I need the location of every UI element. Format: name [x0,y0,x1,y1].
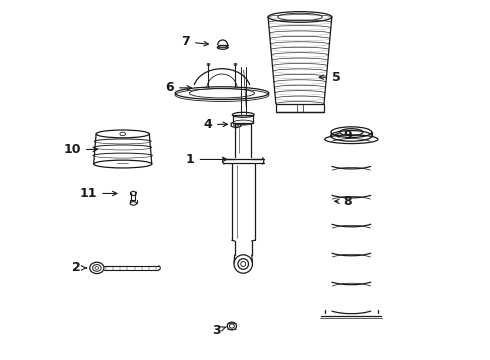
Text: 11: 11 [80,187,117,200]
Bar [233,115,253,123]
Text: 4: 4 [203,118,227,131]
Text: 9: 9 [335,129,352,142]
Text: 1: 1 [186,153,227,166]
Text: 5: 5 [319,71,341,84]
Text: 8: 8 [335,195,352,208]
Text: 6: 6 [166,81,192,94]
Text: 3: 3 [212,324,226,337]
Text: 10: 10 [63,143,98,156]
Text: 2: 2 [72,261,87,274]
Text: 7: 7 [181,35,208,48]
Bar [276,104,324,112]
